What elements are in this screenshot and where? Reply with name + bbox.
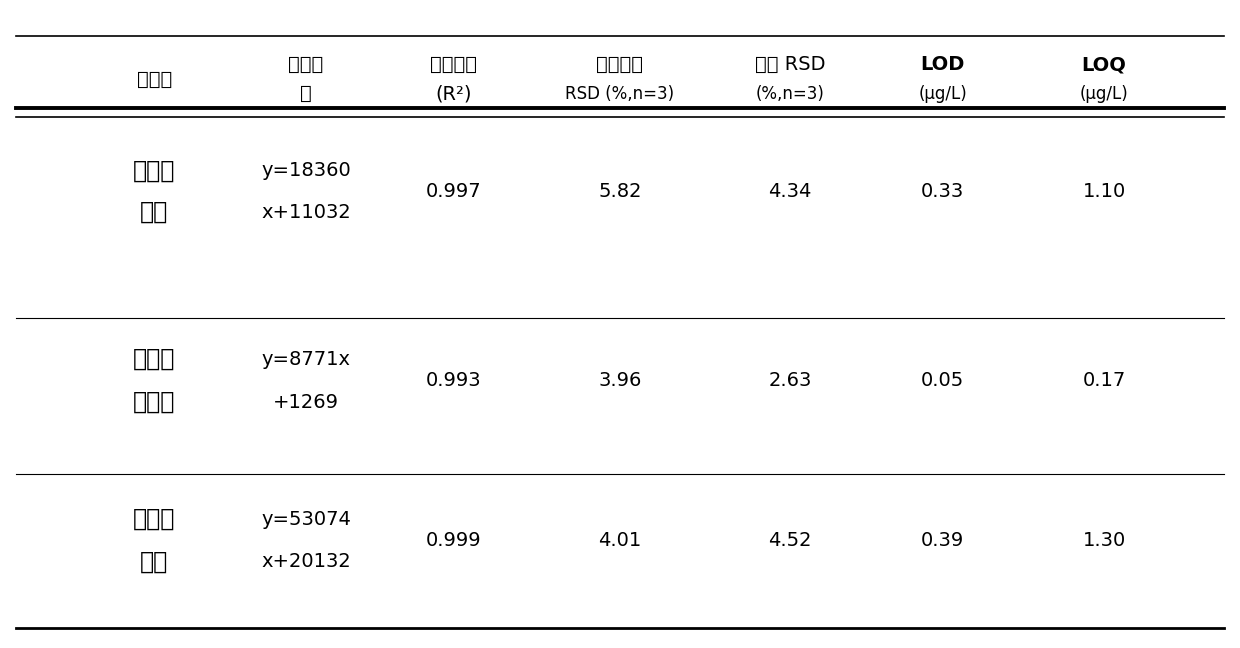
Text: y=53074: y=53074 xyxy=(260,509,351,529)
Text: 苯酯: 苯酯 xyxy=(140,550,169,574)
Text: RSD (%,n=3): RSD (%,n=3) xyxy=(565,85,675,103)
Text: x+11032: x+11032 xyxy=(262,203,351,222)
Text: +1269: +1269 xyxy=(273,393,339,411)
Text: (%,n=3): (%,n=3) xyxy=(755,85,825,103)
Text: 日内 RSD: 日内 RSD xyxy=(755,56,826,75)
Text: y=18360: y=18360 xyxy=(262,161,351,180)
Text: 3.96: 3.96 xyxy=(599,371,641,390)
Text: LOD: LOD xyxy=(920,56,965,75)
Text: 0.05: 0.05 xyxy=(921,371,965,390)
Text: 4.34: 4.34 xyxy=(769,182,812,201)
Text: 1.10: 1.10 xyxy=(1083,182,1126,201)
Text: 4.52: 4.52 xyxy=(769,531,812,550)
Text: 1.30: 1.30 xyxy=(1083,531,1126,550)
Text: 正丁酯: 正丁酯 xyxy=(133,390,176,414)
Text: 0.999: 0.999 xyxy=(425,531,481,550)
Text: 磷酸二: 磷酸二 xyxy=(133,347,176,371)
Text: 相关系数: 相关系数 xyxy=(430,56,477,75)
Text: x+20132: x+20132 xyxy=(262,553,351,572)
Text: y=8771x: y=8771x xyxy=(262,350,351,369)
Text: (μg/L): (μg/L) xyxy=(1080,85,1128,103)
Text: 0.993: 0.993 xyxy=(425,371,481,390)
Text: 乙酯: 乙酯 xyxy=(140,200,169,224)
Text: 0.39: 0.39 xyxy=(921,531,965,550)
Text: (μg/L): (μg/L) xyxy=(919,85,967,103)
Text: (R²): (R²) xyxy=(435,84,472,103)
Text: 磷酸二: 磷酸二 xyxy=(133,507,176,531)
Text: 磷酸二: 磷酸二 xyxy=(133,159,176,183)
Text: 5.82: 5.82 xyxy=(598,182,642,201)
Text: 4.01: 4.01 xyxy=(599,531,641,550)
Text: 0.17: 0.17 xyxy=(1083,371,1126,390)
Text: 化合物: 化合物 xyxy=(136,70,172,89)
Text: 2.63: 2.63 xyxy=(769,371,812,390)
Text: 0.997: 0.997 xyxy=(425,182,481,201)
Text: 线: 线 xyxy=(300,84,311,103)
Text: 0.33: 0.33 xyxy=(921,182,965,201)
Text: 回归曲: 回归曲 xyxy=(288,56,324,75)
Text: 日间偏差: 日间偏差 xyxy=(596,56,644,75)
Text: LOQ: LOQ xyxy=(1081,56,1126,75)
